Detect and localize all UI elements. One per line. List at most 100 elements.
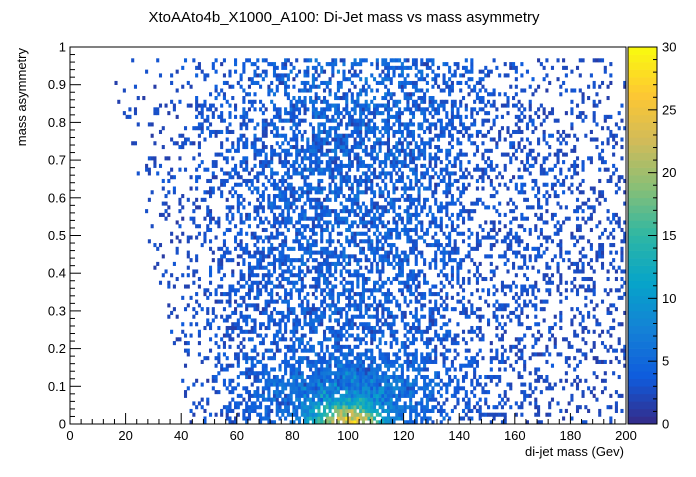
- heatmap-cell: [270, 148, 274, 153]
- heatmap-cell: [147, 239, 151, 244]
- heatmap-cell: [264, 160, 268, 165]
- heatmap-cell: [512, 310, 516, 315]
- heatmap-cell: [411, 341, 416, 346]
- heatmap-cell: [575, 137, 580, 142]
- heatmap-cell: [403, 344, 407, 349]
- heatmap-cell: [220, 141, 224, 146]
- heatmap-cell: [220, 412, 224, 417]
- heatmap-cell: [303, 201, 307, 206]
- heatmap-cell: [356, 412, 360, 417]
- heatmap-cell: [231, 397, 235, 402]
- heatmap-cell: [464, 374, 468, 380]
- heatmap-cell: [353, 299, 357, 304]
- heatmap-cell: [264, 307, 268, 312]
- heatmap-cell: [336, 295, 340, 300]
- heatmap-cell: [245, 307, 249, 312]
- heatmap-cell: [539, 352, 543, 357]
- heatmap-cell: [186, 137, 190, 142]
- heatmap-cell: [314, 352, 318, 357]
- heatmap-cell: [345, 280, 349, 285]
- heatmap-cell: [509, 141, 513, 146]
- heatmap-cell: [314, 310, 318, 315]
- heatmap-cell: [261, 182, 265, 187]
- heatmap-cell: [389, 292, 393, 297]
- heatmap-cell: [250, 329, 254, 334]
- heatmap-cell: [517, 295, 521, 300]
- heatmap-cell: [573, 145, 577, 150]
- heatmap-cell: [345, 227, 349, 233]
- heatmap-cell: [503, 212, 507, 217]
- heatmap-cell: [250, 337, 254, 342]
- heatmap-cell: [364, 209, 368, 214]
- heatmap-cell: [414, 359, 418, 364]
- heatmap-cell: [467, 227, 471, 233]
- heatmap-cell: [537, 322, 541, 327]
- heatmap-cell: [537, 152, 541, 157]
- heatmap-cell: [214, 314, 218, 319]
- heatmap-cell: [359, 295, 363, 300]
- heatmap-cell: [439, 314, 443, 319]
- heatmap-cell: [206, 288, 210, 293]
- heatmap-cell: [378, 171, 382, 176]
- heatmap-cell: [322, 197, 327, 202]
- heatmap-cell: [345, 182, 349, 187]
- heatmap-cell: [353, 145, 357, 150]
- heatmap-cell: [353, 292, 357, 297]
- heatmap-cell: [525, 314, 529, 319]
- heatmap-cell: [609, 178, 613, 184]
- heatmap-cell: [487, 231, 491, 236]
- heatmap-cell: [239, 239, 243, 244]
- heatmap-cell: [409, 220, 413, 225]
- heatmap-cell: [286, 254, 290, 259]
- heatmap-cell: [348, 307, 352, 312]
- heatmap-cell: [439, 250, 443, 255]
- heatmap-cell: [448, 186, 452, 191]
- heatmap-cell: [589, 160, 593, 165]
- heatmap-cell: [309, 322, 313, 327]
- heatmap-cell: [395, 160, 399, 165]
- heatmap-cell: [286, 401, 290, 406]
- heatmap-cell: [556, 288, 560, 293]
- heatmap-cell: [375, 382, 379, 387]
- heatmap-cell: [300, 194, 304, 199]
- heatmap-cell: [475, 186, 479, 191]
- heatmap-cell: [309, 386, 313, 391]
- heatmap-cell: [581, 390, 585, 395]
- heatmap-cell: [448, 152, 452, 157]
- heatmap-cell: [236, 171, 240, 176]
- heatmap-cell: [167, 284, 171, 289]
- heatmap-cell: [461, 397, 466, 402]
- heatmap-cell: [436, 137, 441, 142]
- heatmap-cell: [228, 303, 232, 308]
- heatmap-cell: [364, 280, 368, 285]
- heatmap-cell: [375, 205, 379, 210]
- heatmap-cell: [534, 367, 538, 372]
- heatmap-cell: [598, 220, 602, 225]
- heatmap-cell: [545, 386, 549, 391]
- heatmap-cell: [612, 235, 616, 240]
- heatmap-cell: [503, 307, 507, 312]
- heatmap-cell: [417, 133, 421, 138]
- heatmap-cell: [386, 152, 390, 157]
- heatmap-cell: [309, 405, 313, 410]
- heatmap-cell: [197, 303, 201, 308]
- heatmap-cell: [348, 186, 352, 191]
- heatmap-cell: [359, 397, 363, 402]
- heatmap-cell: [342, 250, 346, 255]
- heatmap-cell: [311, 265, 315, 270]
- heatmap-cell: [373, 390, 377, 395]
- heatmap-cell: [439, 227, 443, 233]
- heatmap-cell: [359, 145, 363, 150]
- heatmap-cell: [328, 235, 332, 240]
- heatmap-cell: [384, 250, 388, 255]
- heatmap-cell: [450, 284, 454, 289]
- heatmap-cell: [339, 405, 343, 410]
- heatmap-cell: [334, 333, 338, 338]
- heatmap-cell: [470, 292, 474, 297]
- heatmap-cell: [445, 167, 449, 172]
- heatmap-cell: [334, 145, 338, 150]
- heatmap-cell: [414, 227, 418, 233]
- heatmap-cell: [239, 341, 243, 346]
- heatmap-cell: [197, 145, 201, 150]
- heatmap-cell: [542, 235, 546, 240]
